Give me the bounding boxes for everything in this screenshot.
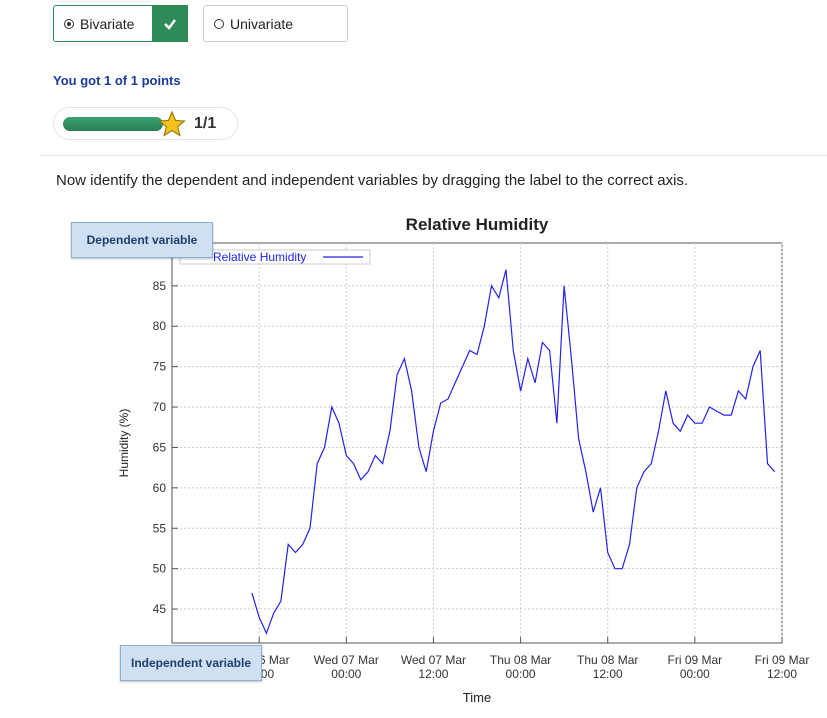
- y-tick-label: 70: [153, 400, 167, 414]
- data-line: [251, 269, 776, 635]
- x-tick-label: Wed 07 Mar 00:00: [314, 653, 379, 681]
- x-tick-line: 12:00: [767, 667, 797, 681]
- progress-pill: 1/1: [53, 107, 238, 140]
- y-tick-label: 85: [153, 279, 167, 293]
- y-tick-label: 55: [153, 521, 167, 535]
- y-axis-label: Humidity (%): [117, 409, 131, 478]
- y-tick-label: 75: [153, 360, 167, 374]
- star-icon: [158, 110, 186, 137]
- drag-label[interactable]: Independent variable: [120, 645, 262, 681]
- y-tick-label: 65: [153, 440, 167, 454]
- x-tick-label: Thu 08 Mar 12:00: [577, 653, 638, 681]
- x-tick-line: 00:00: [506, 667, 536, 681]
- x-tick-line: 12:00: [593, 667, 623, 681]
- x-tick-line: Wed 07 Mar: [314, 653, 379, 667]
- chart-title: Relative Humidity: [406, 215, 549, 234]
- x-tick-line: Wed 07 Mar: [401, 653, 466, 667]
- check-badge: [152, 5, 188, 42]
- plot-frame: [171, 242, 783, 644]
- score-message: You got 1 of 1 points: [53, 73, 181, 88]
- x-tick-line: Thu 08 Mar: [577, 653, 638, 667]
- chart: Relative Humidity455055606570758085Tue 0…: [117, 215, 810, 705]
- instruction: Now identify the dependent and independe…: [56, 172, 689, 189]
- check-icon: [164, 18, 176, 30]
- option-label: Univariate: [230, 15, 294, 32]
- legend-label: Relative Humidity: [213, 250, 306, 264]
- x-tick-label: Fri 09 Mar 00:00: [668, 653, 723, 681]
- drag-label[interactable]: Dependent variable: [71, 222, 213, 258]
- x-tick-label: Fri 09 Mar 12:00: [755, 653, 810, 681]
- y-tick-label: 80: [153, 319, 167, 333]
- option-button[interactable]: Bivariate: [53, 5, 188, 42]
- x-tick-label: Thu 08 Mar 00:00: [490, 653, 551, 681]
- x-tick-line: Fri 09 Mar: [668, 653, 723, 667]
- x-tick-line: 00:00: [680, 667, 710, 681]
- x-axis-label: Time: [463, 690, 491, 705]
- y-tick-label: 45: [153, 602, 167, 616]
- y-tick-label: 50: [153, 562, 167, 576]
- x-tick-line: 00:00: [331, 667, 361, 681]
- radio-dot: [67, 21, 71, 26]
- radio: [214, 18, 224, 29]
- divider: [40, 155, 827, 156]
- x-tick-line: Fri 09 Mar: [755, 653, 810, 667]
- progress-bar: [63, 117, 163, 131]
- x-tick-line: 12:00: [418, 667, 448, 681]
- progress-text: 1/1: [194, 115, 217, 132]
- option-button[interactable]: Univariate: [203, 5, 348, 42]
- radio: [64, 18, 74, 29]
- x-tick-label: Wed 07 Mar 12:00: [401, 653, 466, 681]
- y-tick-label: 60: [153, 481, 167, 495]
- x-tick-line: Thu 08 Mar: [490, 653, 551, 667]
- option-label: Bivariate: [80, 15, 135, 32]
